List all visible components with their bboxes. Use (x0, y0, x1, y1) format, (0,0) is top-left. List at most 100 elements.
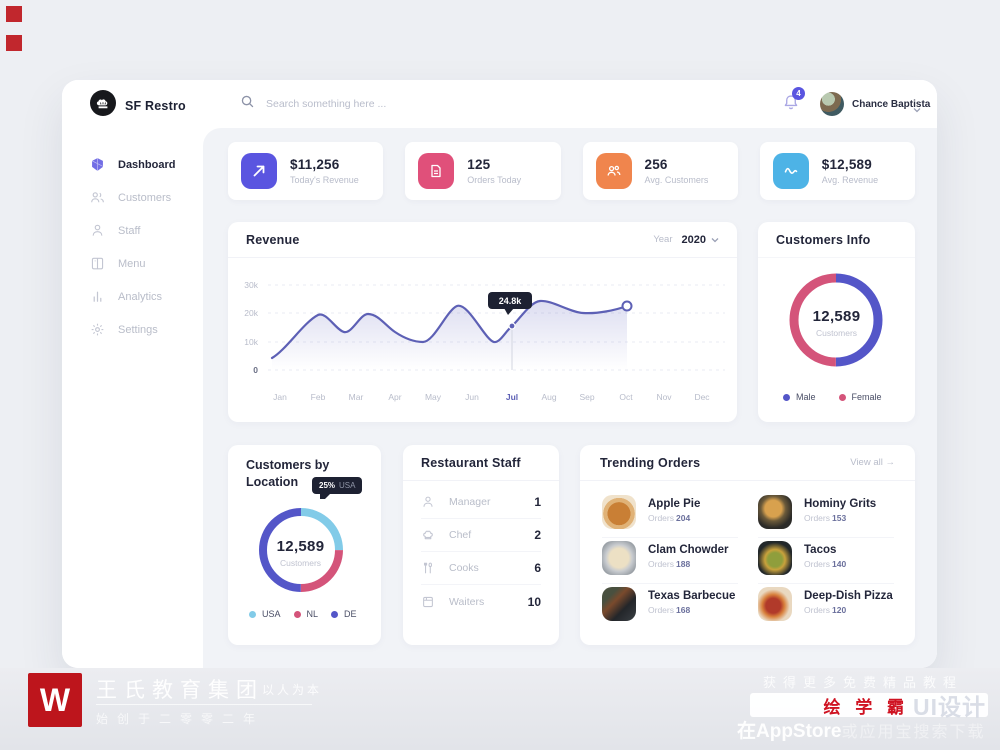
bar-chart-icon (93, 291, 102, 302)
stat-cards-row: $11,256 Today's Revenue 125 Orders Today (228, 142, 915, 200)
stat-card-todays-revenue: $11,256 Today's Revenue (228, 142, 384, 200)
sidebar-item-settings[interactable]: Settings (62, 313, 203, 346)
stat-value: $12,589 (821, 157, 872, 172)
stat-card-avg-customers: 256 Avg. Customers (582, 142, 738, 200)
location-total-label: Customers (279, 558, 322, 568)
card-title: Trending Orders (600, 455, 701, 470)
gear-icon (91, 323, 104, 336)
trending-item: Tacos Orders 140 (758, 541, 898, 575)
stat-value: 256 (644, 157, 668, 172)
watermark-brand-red: 绘 学 霸 (823, 697, 909, 717)
sidebar-item-label: Dashboard (118, 158, 176, 171)
brand-name: SF Restro (125, 98, 186, 113)
main-content: $11,256 Today's Revenue 125 Orders Today (203, 128, 937, 668)
sidebar: Dashboard Customers Staff Menu A (62, 128, 203, 668)
chart-end-marker (621, 300, 633, 312)
watermark-since: 始创于二零零二年 (96, 712, 265, 726)
order-pad-icon (423, 596, 433, 607)
sidebar-item-label: Customers (118, 191, 172, 204)
year-dropdown[interactable]: Year 2020 (653, 234, 719, 246)
stat-card-avg-revenue: $12,589 Avg. Revenue (759, 142, 915, 200)
svg-text:30k: 30k (244, 280, 258, 290)
location-donut-chart (259, 508, 343, 592)
orders-count: 140 (831, 559, 847, 569)
restaurant-staff-card: Restaurant Staff Manager 1 Chef 2 Cooks … (403, 445, 559, 645)
user-avatar[interactable] (820, 92, 844, 116)
watermark-brand-bar: 绘 学 霸 UI设计 (750, 693, 988, 720)
svg-text:24.8k: 24.8k (499, 296, 523, 306)
red-corner-mark (6, 35, 22, 51)
staff-row-waiters: Waiters 10 (421, 585, 541, 618)
dish-name: Deep-Dish Pizza (804, 590, 893, 602)
app-window: SF Restro 4 Chance Baptista (62, 80, 937, 668)
orders-label: Orders (804, 513, 830, 523)
search-input[interactable] (266, 98, 496, 110)
year-value: 2020 (681, 233, 706, 246)
svg-text:Mar: Mar (349, 392, 364, 402)
orders-count: 204 (675, 513, 691, 523)
dish-name: Hominy Grits (804, 498, 877, 510)
trending-item: Texas Barbecue Orders 168 (602, 587, 742, 621)
location-total: 12,589 (276, 538, 325, 555)
sidebar-item-dashboard[interactable]: Dashboard (62, 148, 203, 181)
dish-name: Clam Chowder (648, 544, 729, 556)
topbar: SF Restro 4 Chance Baptista (62, 80, 937, 128)
svg-text:Oct: Oct (619, 392, 633, 402)
chef-hat-icon (423, 530, 433, 540)
menu-book-icon (91, 257, 104, 270)
customers-legend: Male Female (783, 392, 882, 402)
orders-count: 188 (675, 559, 691, 569)
stat-card-orders-today: 125 Orders Today (405, 142, 561, 200)
trending-item: Deep-Dish Pizza Orders 120 (758, 587, 898, 621)
customers-info-card: Customers Info 12,589 Customers Male Fem… (758, 222, 915, 422)
orders-label: Orders (648, 559, 674, 569)
staff-row-manager: Manager 1 (421, 486, 541, 519)
watermark-store-line: 在AppStore或应用宝搜索下载 (737, 721, 986, 742)
legend-label: NL (306, 609, 319, 619)
chevron-down-icon (711, 237, 719, 242)
red-corner-mark (6, 6, 22, 22)
stat-label: Today's Revenue (290, 175, 359, 185)
staff-count: 6 (534, 561, 541, 575)
sidebar-item-menu[interactable]: Menu (62, 247, 203, 280)
stat-value: 125 (467, 157, 491, 172)
staff-row-chef: Chef 2 (421, 519, 541, 552)
stat-label: Avg. Customers (644, 175, 709, 185)
trending-item: Hominy Grits Orders 153 (758, 495, 898, 529)
staff-count: 1 (534, 495, 541, 509)
staff-role: Waiters (449, 595, 485, 608)
orders-label: Orders (804, 559, 830, 569)
chart-marker-dot (508, 322, 516, 330)
svg-text:Sep: Sep (579, 392, 594, 402)
chevron-down-icon[interactable] (913, 100, 921, 118)
sidebar-item-staff[interactable]: Staff (62, 214, 203, 247)
svg-text:Jul: Jul (506, 392, 518, 402)
revenue-chart-card: Revenue Year 2020 (228, 222, 737, 422)
dish-name: Texas Barbecue (648, 590, 736, 602)
staff-count: 10 (527, 594, 541, 609)
document-icon (418, 153, 455, 189)
trending-item: Clam Chowder Orders 188 (602, 541, 742, 575)
svg-text:Jan: Jan (273, 392, 287, 402)
de-legend-dot (331, 610, 339, 618)
watermark-slogan: 以人为本 (262, 683, 323, 697)
wang-education-logo: W (28, 673, 82, 727)
stat-label: Orders Today (467, 175, 522, 185)
orders-label: Orders (648, 513, 674, 523)
tacos-photo (758, 541, 792, 575)
sidebar-item-label: Analytics (118, 290, 163, 303)
customers-total: 12,589 (812, 308, 861, 325)
sidebar-item-customers[interactable]: Customers (62, 181, 203, 214)
user-name[interactable]: Chance Baptista (852, 99, 931, 110)
customers-total-label: Customers (815, 328, 858, 338)
male-legend-dot (783, 393, 790, 401)
dish-name: Tacos (804, 544, 837, 556)
sidebar-item-label: Settings (118, 323, 158, 336)
texas-barbecue-photo (602, 587, 636, 621)
view-all-link[interactable]: View all → (850, 457, 895, 468)
svg-text:Jun: Jun (465, 392, 479, 402)
notifications-button[interactable]: 4 (782, 87, 805, 115)
watermark-divider (96, 704, 312, 705)
sidebar-item-analytics[interactable]: Analytics (62, 280, 203, 313)
legend-label: Male (796, 392, 816, 402)
